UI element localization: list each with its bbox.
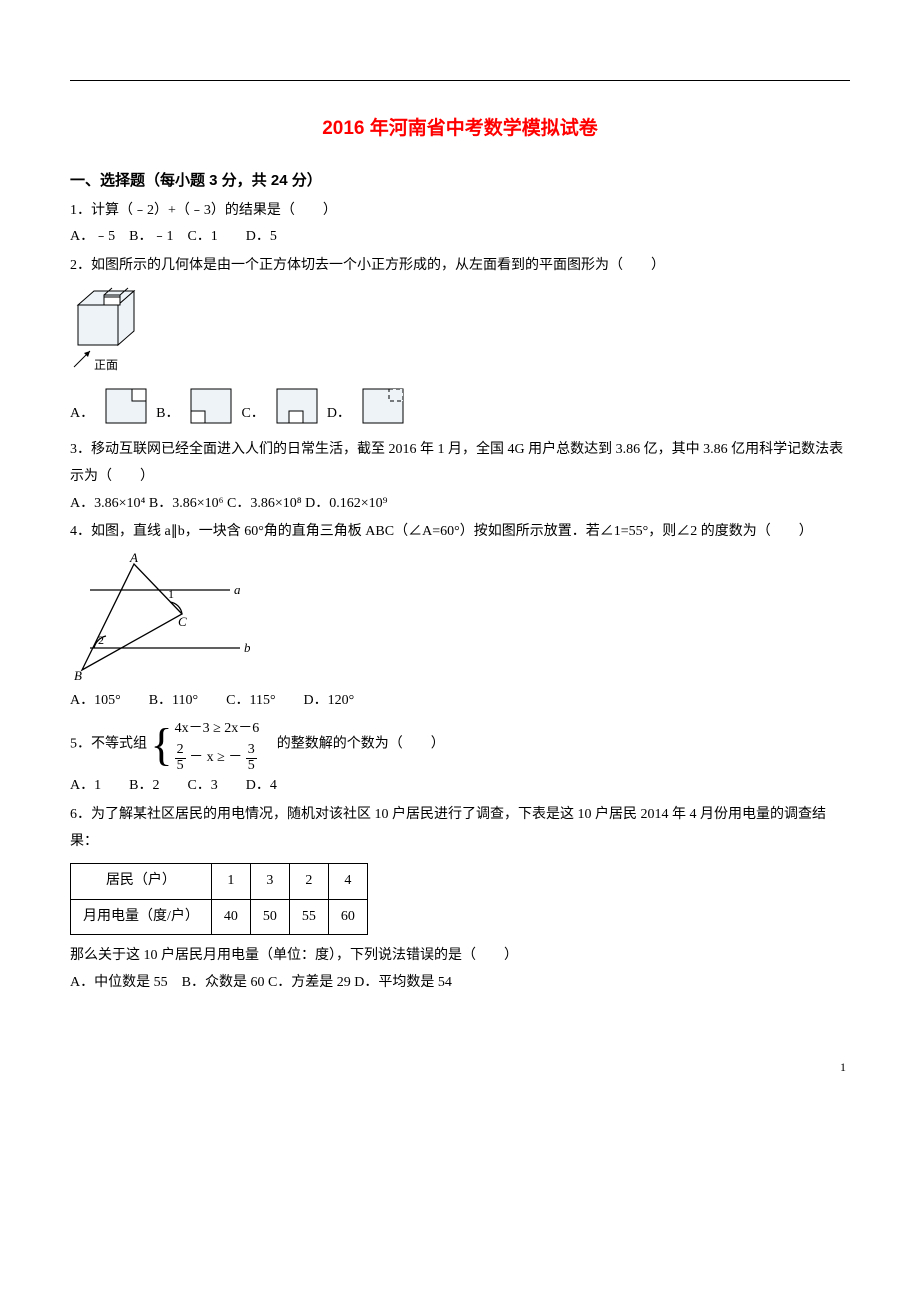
q6-r2c0: 月用电量（度/户） bbox=[71, 899, 212, 935]
q2-optC-label: C． bbox=[241, 401, 264, 428]
label-A: A bbox=[129, 552, 138, 565]
q2-options: A． B． C． D． bbox=[70, 383, 850, 427]
label-b: b bbox=[244, 640, 250, 655]
q2-shape-b-icon bbox=[187, 383, 235, 427]
q6-after: 那么关于这 10 户居民月用电量（单位：度），下列说法错误的是（ ） bbox=[70, 943, 850, 970]
q5-inequality-system: { 4x－3 ≥ 2x－6 2 5 － x ≥ － 3 5 bbox=[151, 716, 260, 773]
q5-f2-den: 5 bbox=[246, 759, 257, 774]
q5-pre: 5．不等式组 bbox=[70, 737, 147, 752]
q5-line1-right: 2x－6 bbox=[224, 721, 259, 736]
label-B: B bbox=[74, 668, 82, 682]
q4-stem: 4．如图，直线 a∥b，一块含 60°角的直角三角板 ABC（∠A=60°）按如… bbox=[70, 519, 850, 546]
q1-stem: 1．计算（﹣2）+（﹣3）的结果是（ ） bbox=[70, 198, 850, 225]
q2-stem: 2．如图所示的几何体是由一个正方体切去一个小正方形成的，从左面看到的平面图形为（… bbox=[70, 253, 850, 280]
question-1: 1．计算（﹣2）+（﹣3）的结果是（ ） A．﹣5 B．﹣1 C．1 D．5 bbox=[70, 198, 850, 251]
table-row: 月用电量（度/户） 40 50 55 60 bbox=[71, 899, 368, 935]
q1-options: A．﹣5 B．﹣1 C．1 D．5 bbox=[70, 224, 850, 251]
front-label: 正面 bbox=[94, 358, 118, 372]
page-title: 2016 年河南省中考数学模拟试卷 bbox=[70, 111, 850, 147]
q6-stem: 6．为了解某社区居民的用电情况，随机对该社区 10 户居民进行了调查，下表是这 … bbox=[70, 802, 850, 855]
q6-r2c3: 55 bbox=[289, 899, 328, 935]
cube-icon: 正面 bbox=[70, 283, 148, 375]
q6-table: 居民（户） 1 3 2 4 月用电量（度/户） 40 50 55 60 bbox=[70, 863, 368, 935]
q6-r1c0: 居民（户） bbox=[71, 864, 212, 900]
triangle-lines-icon: A B C a b 1 2 bbox=[70, 552, 250, 682]
q2-shape-d-icon bbox=[359, 383, 407, 427]
brace-icon: { bbox=[151, 722, 173, 768]
q5-options: A．1 B．2 C．3 D．4 bbox=[70, 773, 850, 800]
top-rule bbox=[70, 80, 850, 81]
q2-cube-figure: 正面 bbox=[70, 283, 148, 375]
q2-optD-label: D． bbox=[327, 401, 351, 428]
q6-options: A．中位数是 55 B．众数是 60 C．方差是 29 D．平均数是 54 bbox=[70, 970, 850, 997]
q6-r2c1: 40 bbox=[211, 899, 250, 935]
question-4: 4．如图，直线 a∥b，一块含 60°角的直角三角板 ABC（∠A=60°）按如… bbox=[70, 519, 850, 714]
q6-r1c2: 3 bbox=[250, 864, 289, 900]
q4-figure: A B C a b 1 2 bbox=[70, 552, 850, 682]
label-a: a bbox=[234, 582, 241, 597]
q2-shape-c-icon bbox=[273, 383, 321, 427]
q6-r2c4: 60 bbox=[328, 899, 367, 935]
section-heading: 一、选择题（每小题 3 分，共 24 分） bbox=[70, 167, 850, 196]
q5-frac1: 2 5 bbox=[175, 743, 186, 773]
table-row: 居民（户） 1 3 2 4 bbox=[71, 864, 368, 900]
q2-optA-label: A． bbox=[70, 401, 94, 428]
q3-options: A．3.86×10⁴ B．3.86×10⁶ C．3.86×10⁸ D．0.162… bbox=[70, 491, 850, 518]
q6-r1c1: 1 bbox=[211, 864, 250, 900]
q2-optB-label: B． bbox=[156, 401, 179, 428]
q6-r1c4: 4 bbox=[328, 864, 367, 900]
label-angle2: 2 bbox=[98, 633, 104, 647]
q4-options: A．105° B．110° C．115° D．120° bbox=[70, 688, 850, 715]
q5-mid: － x ≥ － bbox=[189, 750, 242, 765]
q6-r1c3: 2 bbox=[289, 864, 328, 900]
q2-shape-a-icon bbox=[102, 383, 150, 427]
page-number: 1 bbox=[70, 1056, 850, 1079]
q6-r2c2: 50 bbox=[250, 899, 289, 935]
question-5: 5．不等式组 { 4x－3 ≥ 2x－6 2 5 － x ≥ － 3 bbox=[70, 716, 850, 800]
question-6: 6．为了解某社区居民的用电情况，随机对该社区 10 户居民进行了调查，下表是这 … bbox=[70, 802, 850, 997]
q5-frac2: 3 5 bbox=[246, 743, 257, 773]
q5-post: 的整数解的个数为（ ） bbox=[263, 737, 445, 752]
q5-line1-op: ≥ bbox=[213, 721, 221, 736]
q3-stem: 3．移动互联网已经全面进入人们的日常生活，截至 2016 年 1 月，全国 4G… bbox=[70, 437, 850, 490]
label-C: C bbox=[178, 614, 187, 629]
label-angle1: 1 bbox=[168, 587, 174, 601]
q5-f2-num: 3 bbox=[246, 743, 257, 759]
question-3: 3．移动互联网已经全面进入人们的日常生活，截至 2016 年 1 月，全国 4G… bbox=[70, 437, 850, 517]
q5-line1-left: 4x－3 bbox=[175, 721, 210, 736]
q5-f1-num: 2 bbox=[175, 743, 186, 759]
q5-f1-den: 5 bbox=[175, 759, 186, 774]
question-2: 2．如图所示的几何体是由一个正方体切去一个小正方形成的，从左面看到的平面图形为（… bbox=[70, 253, 850, 428]
